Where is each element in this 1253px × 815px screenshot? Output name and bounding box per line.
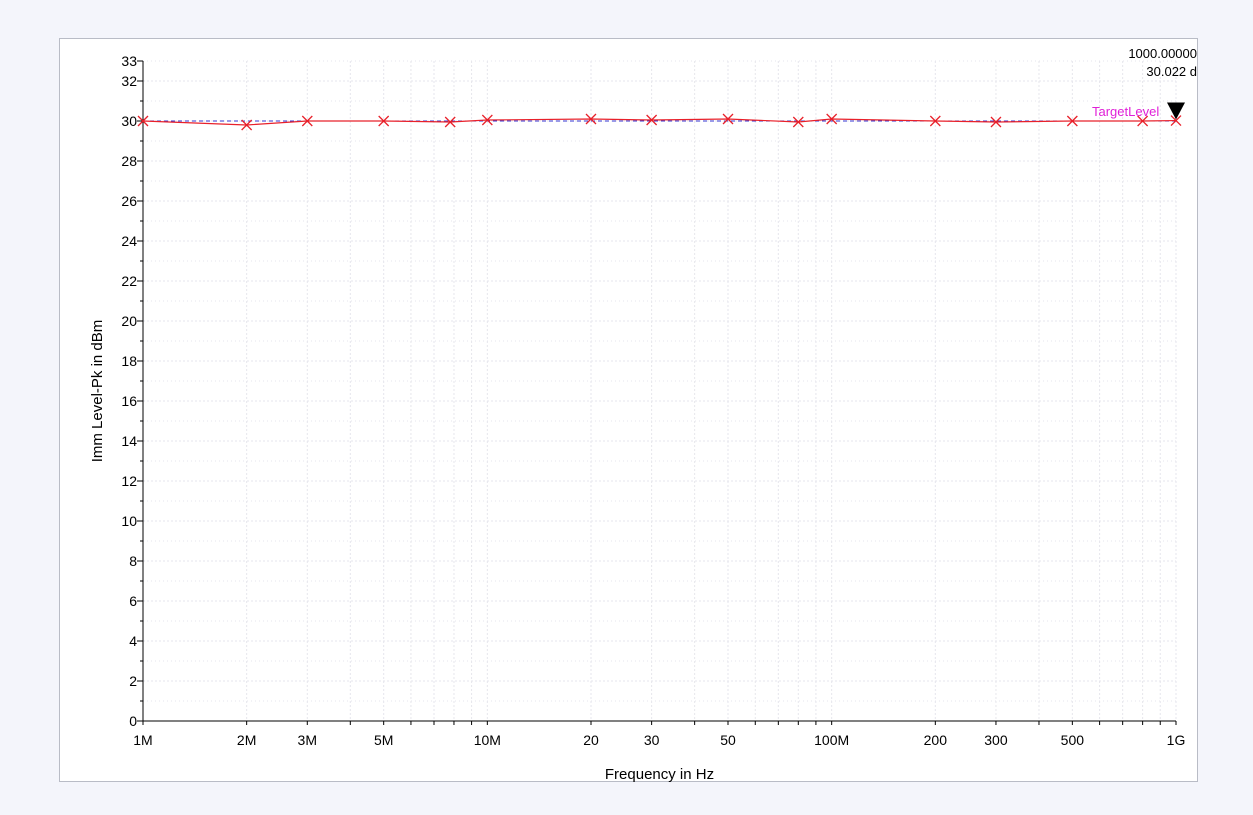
y-tick-label: 10	[121, 513, 137, 529]
data-point	[990, 116, 1002, 128]
data-point	[646, 114, 658, 126]
y-tick-label: 4	[129, 633, 137, 649]
reference-line-group: TargetLevel	[143, 104, 1176, 122]
data-point	[481, 114, 493, 126]
y-tick-label: 2	[129, 673, 137, 689]
marker-readout-frequency: 1000.00000	[1128, 46, 1197, 61]
data-point-x-stroke	[646, 114, 658, 126]
data-point-x-stroke	[1137, 115, 1149, 127]
marker-readout-level: 30.022 d	[1146, 64, 1197, 79]
data-point	[301, 115, 313, 127]
data-point-x-stroke	[378, 115, 390, 127]
data-point	[792, 116, 804, 128]
x-tick-label: 1M	[133, 732, 152, 748]
data-point	[1170, 115, 1182, 127]
data-point-x-stroke	[722, 113, 734, 125]
data-point-x-stroke	[990, 116, 1002, 128]
grid	[143, 60, 1177, 721]
y-tick-label: 12	[121, 473, 137, 489]
y-tick-label: 32	[121, 73, 137, 89]
y-tick-label: 8	[129, 553, 137, 569]
y-tick-label: 18	[121, 353, 137, 369]
axes	[142, 61, 1176, 722]
x-tick-label: 20	[583, 732, 599, 748]
x-tick-label: 1G	[1167, 732, 1186, 748]
x-tick-label: 3M	[298, 732, 317, 748]
data-point-x-stroke	[1170, 115, 1182, 127]
x-tick-label: 100M	[814, 732, 849, 748]
x-tick-label: 30	[644, 732, 660, 748]
data-point	[826, 113, 838, 125]
y-tick-label: 33	[121, 53, 137, 69]
data-point	[929, 115, 941, 127]
series-group	[137, 113, 1182, 131]
data-point-x-stroke	[137, 115, 149, 127]
chart-frame: 0 2 4 6 8 10 12 14 16 18 20 22 24 26 28 30 32 33 1M 2M 3M 5M…	[59, 38, 1198, 783]
marker-group[interactable]: 1000.00000 30.022 d	[1128, 46, 1197, 120]
data-point-x-stroke	[301, 115, 313, 127]
x-tick-label: 10M	[474, 732, 501, 748]
y-tick-label: 30	[121, 113, 137, 129]
y-tick-label: 16	[121, 393, 137, 409]
y-tick-label: 26	[121, 193, 137, 209]
x-tick-label: 300	[984, 732, 1008, 748]
data-point-x-stroke	[585, 113, 597, 125]
x-tick-label: 500	[1061, 732, 1085, 748]
data-point-x-stroke	[826, 113, 838, 125]
y-tick-label: 0	[129, 713, 137, 729]
data-point	[378, 115, 390, 127]
data-point	[1137, 115, 1149, 127]
data-point-x-stroke	[1066, 115, 1078, 127]
data-point	[585, 113, 597, 125]
data-point	[137, 115, 149, 127]
reference-line-label: TargetLevel	[1092, 104, 1159, 119]
data-point-x-stroke	[241, 119, 253, 131]
data-point-x-stroke	[929, 115, 941, 127]
y-tick-label: 22	[121, 273, 137, 289]
data-point-x-stroke	[792, 116, 804, 128]
data-point	[722, 113, 734, 125]
data-point	[444, 116, 456, 128]
data-point	[241, 119, 253, 131]
data-point	[1066, 115, 1078, 127]
x-axis-ticks: 1M 2M 3M 5M 10M 20 30 50 100M 200 300 500 1G	[133, 721, 1185, 748]
series-line	[142, 118, 1177, 126]
x-tick-label: 50	[720, 732, 736, 748]
y-tick-label: 24	[121, 233, 137, 249]
y-tick-label: 14	[121, 433, 137, 449]
y-tick-label: 20	[121, 313, 137, 329]
y-axis-title: Imm Level-Pk in dBm	[89, 320, 106, 463]
data-point-x-stroke	[481, 114, 493, 126]
data-point-x-stroke	[444, 116, 456, 128]
x-axis-title: Frequency in Hz	[605, 766, 714, 783]
x-tick-label: 5M	[374, 732, 393, 748]
y-tick-label: 28	[121, 153, 137, 169]
y-tick-label: 6	[129, 593, 137, 609]
marker-triangle-icon[interactable]	[1167, 102, 1185, 120]
x-tick-label: 2M	[237, 732, 256, 748]
x-tick-label: 200	[924, 732, 948, 748]
